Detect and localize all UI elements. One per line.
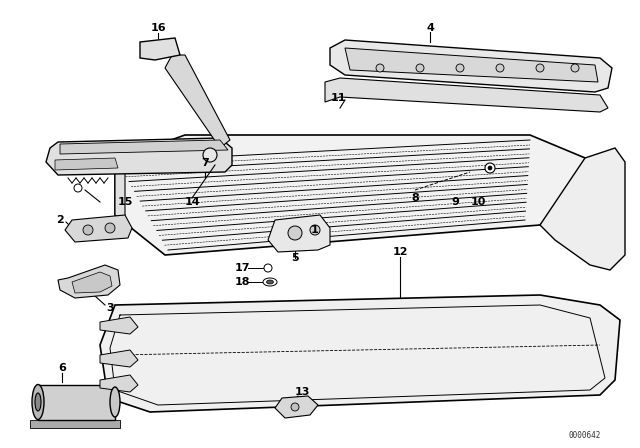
Polygon shape: [345, 48, 598, 82]
Polygon shape: [60, 140, 228, 154]
Polygon shape: [100, 375, 138, 392]
Polygon shape: [100, 317, 138, 334]
Polygon shape: [115, 135, 590, 255]
Circle shape: [105, 223, 115, 233]
Polygon shape: [30, 420, 120, 428]
Circle shape: [288, 226, 302, 240]
Ellipse shape: [110, 387, 120, 417]
Circle shape: [571, 64, 579, 72]
Polygon shape: [330, 40, 612, 92]
Polygon shape: [268, 215, 330, 252]
Polygon shape: [165, 55, 230, 148]
Polygon shape: [100, 295, 620, 412]
Text: 3: 3: [106, 303, 114, 313]
Circle shape: [264, 264, 272, 272]
Circle shape: [456, 64, 464, 72]
Ellipse shape: [32, 384, 44, 419]
Text: 4: 4: [426, 23, 434, 33]
Circle shape: [536, 64, 544, 72]
Text: 5: 5: [291, 253, 299, 263]
Text: 7: 7: [201, 158, 209, 168]
Text: 6: 6: [58, 363, 66, 373]
Text: 0000642: 0000642: [569, 431, 601, 439]
Polygon shape: [58, 265, 120, 298]
Text: 13: 13: [294, 387, 310, 397]
Polygon shape: [72, 272, 112, 293]
Circle shape: [291, 403, 299, 411]
Circle shape: [496, 64, 504, 72]
Circle shape: [310, 225, 320, 235]
Polygon shape: [325, 78, 608, 112]
Circle shape: [488, 166, 492, 170]
Polygon shape: [55, 158, 118, 170]
Text: 9: 9: [451, 197, 459, 207]
Text: 8: 8: [411, 193, 419, 203]
Ellipse shape: [35, 393, 41, 411]
Text: 2: 2: [56, 215, 64, 225]
Polygon shape: [100, 350, 138, 367]
Polygon shape: [115, 160, 125, 220]
Polygon shape: [46, 138, 232, 175]
Polygon shape: [540, 148, 625, 270]
Polygon shape: [140, 38, 180, 60]
Text: 17: 17: [234, 263, 250, 273]
Circle shape: [83, 225, 93, 235]
Polygon shape: [65, 215, 132, 242]
Text: 10: 10: [470, 197, 486, 207]
Text: 18: 18: [234, 277, 250, 287]
Ellipse shape: [266, 280, 273, 284]
Polygon shape: [275, 396, 318, 418]
Circle shape: [376, 64, 384, 72]
Circle shape: [74, 184, 82, 192]
Text: 11: 11: [330, 93, 346, 103]
Text: 14: 14: [184, 197, 200, 207]
Text: 1: 1: [311, 225, 319, 235]
Text: 12: 12: [392, 247, 408, 257]
Text: 16: 16: [150, 23, 166, 33]
Ellipse shape: [263, 278, 277, 286]
Circle shape: [485, 163, 495, 173]
Circle shape: [203, 148, 217, 162]
Text: 15: 15: [117, 197, 132, 207]
Polygon shape: [38, 385, 115, 420]
Circle shape: [416, 64, 424, 72]
